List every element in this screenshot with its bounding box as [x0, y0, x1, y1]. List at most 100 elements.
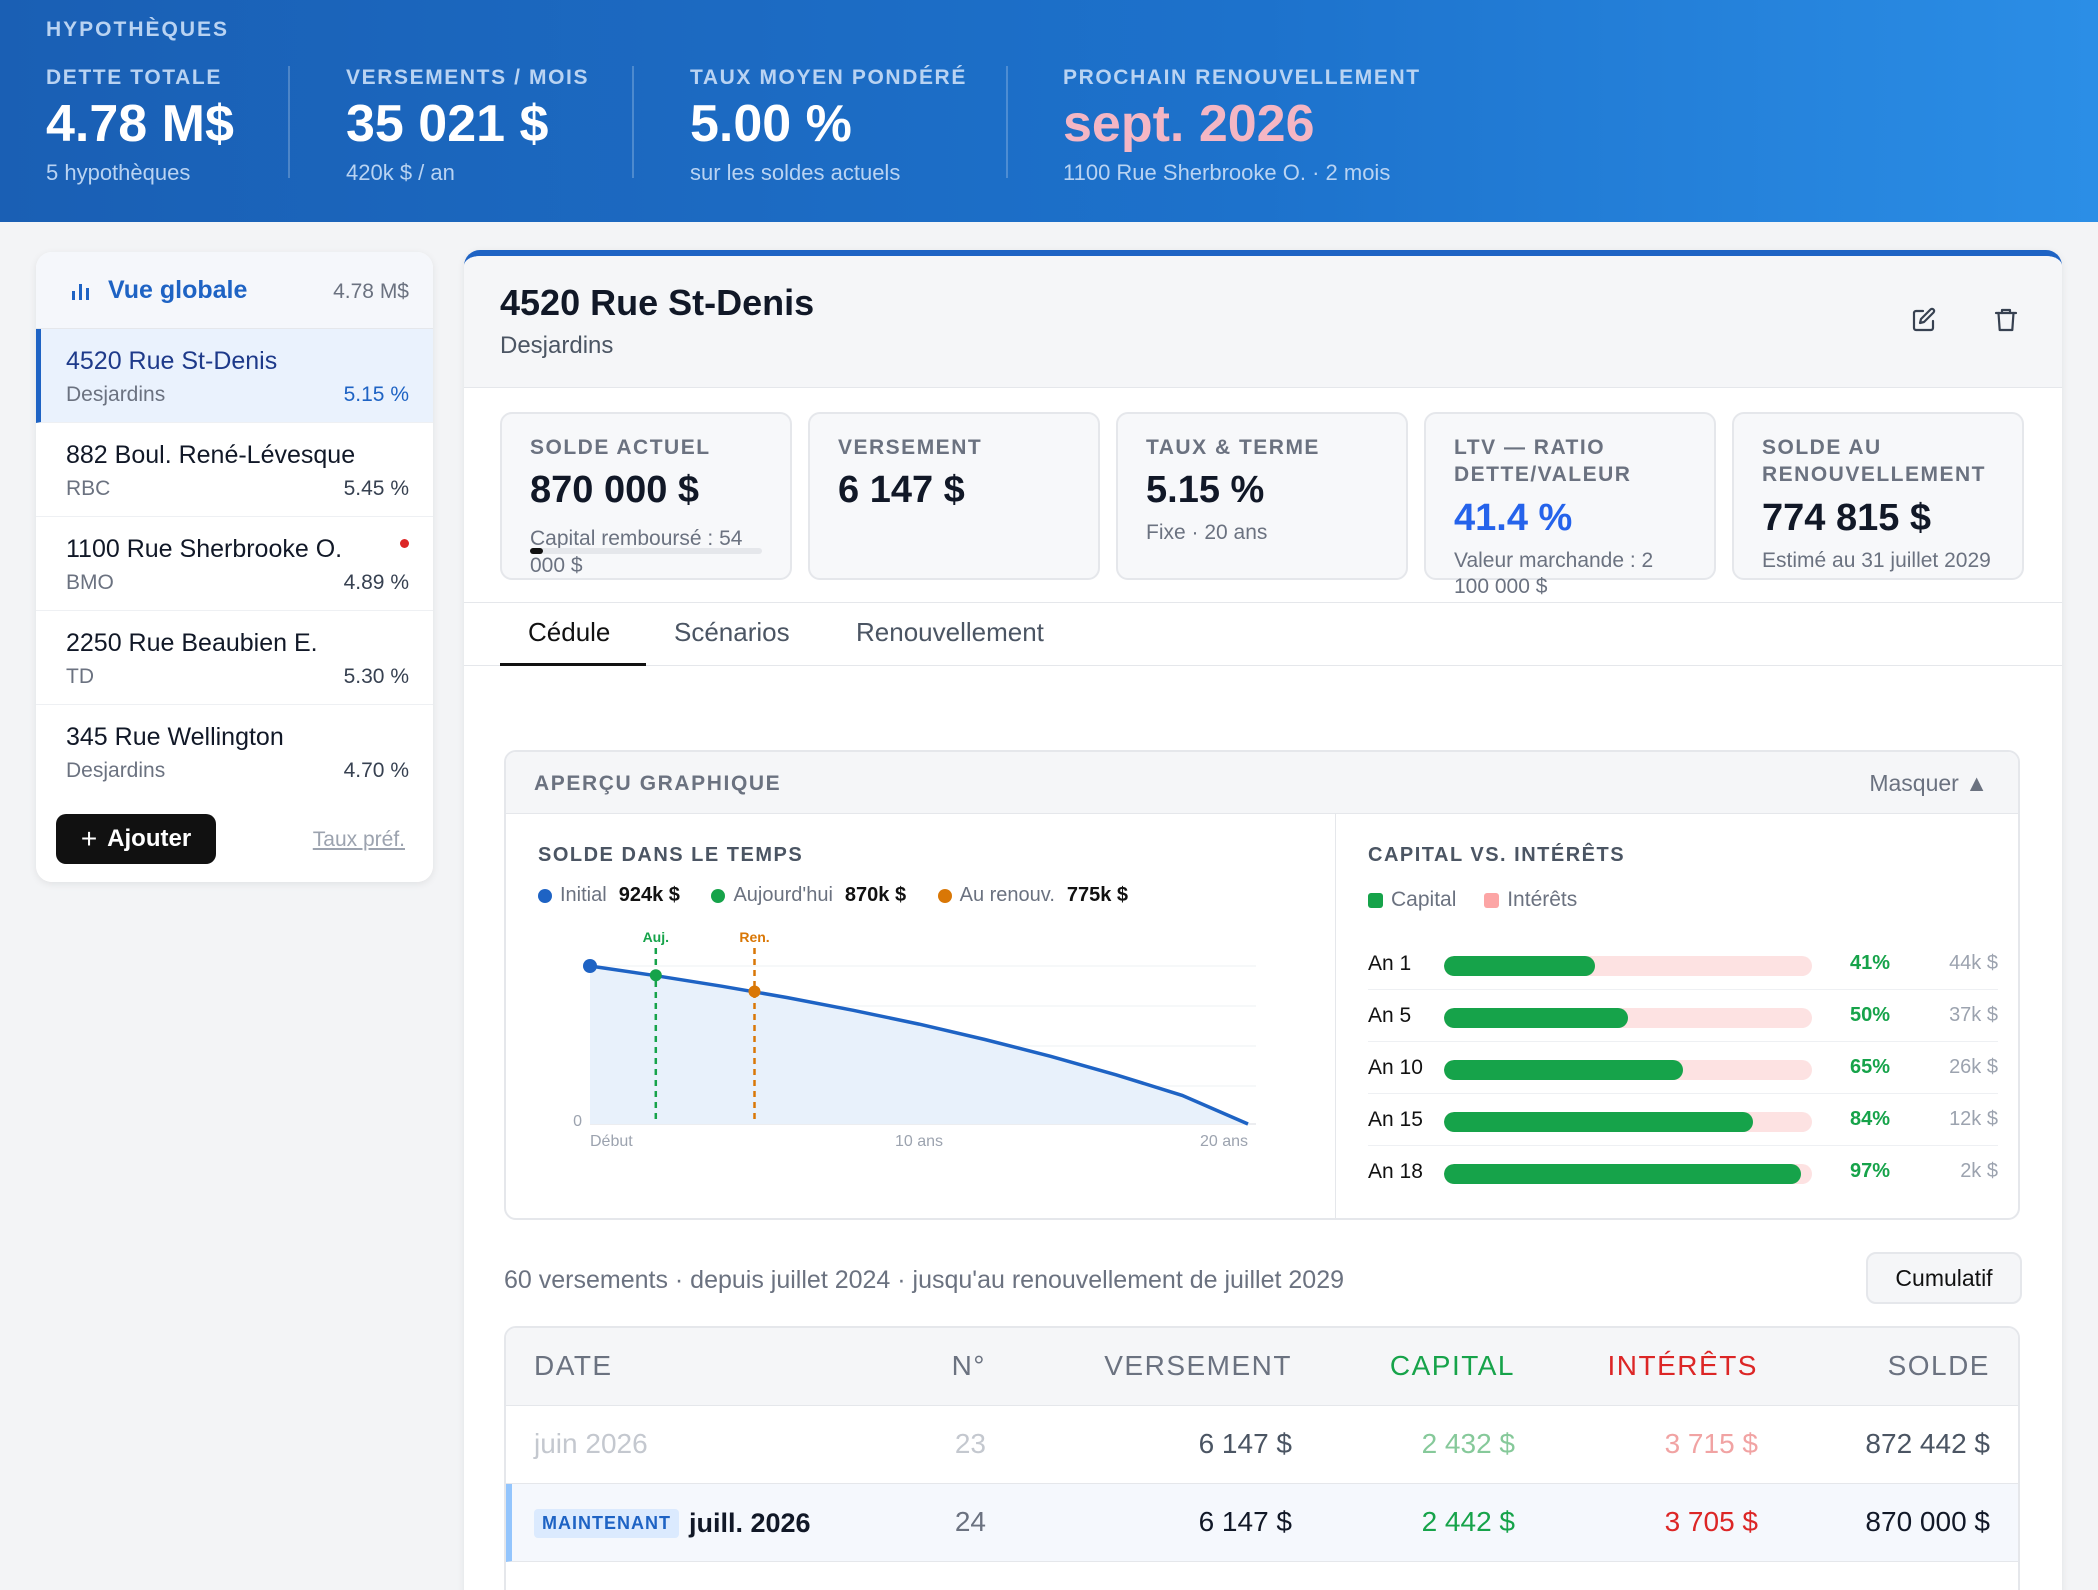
- trash-icon[interactable]: [1992, 306, 2020, 334]
- item-rate: 4.89 %: [343, 571, 409, 594]
- plus-icon: +: [80, 823, 98, 854]
- divider: [288, 66, 290, 178]
- sidebar-item-rene-levesque[interactable]: 882 Boul. René-Lévesque RBC 5.45 %: [36, 423, 433, 517]
- item-bank: BMO: [66, 571, 114, 594]
- alert-dot-icon: [400, 539, 409, 548]
- divider: [632, 66, 634, 178]
- card-value: 774 815 $: [1762, 496, 1932, 539]
- row-year: An 1: [1368, 952, 1412, 975]
- summary-header: HYPOTHÈQUES DETTE TOTALE 4.78 M$ 5 hypot…: [0, 0, 2098, 222]
- stat-sub: 1100 Rue Sherbrooke O. · 2 mois: [1063, 160, 1391, 185]
- legend-value: 870k $: [844, 884, 907, 906]
- cell-interest: 3 705 $: [1664, 1506, 1758, 1537]
- legend-label: Intérêts: [1507, 888, 1578, 912]
- edit-icon[interactable]: [1910, 306, 1938, 334]
- chart-section-title: APERÇU GRAPHIQUE: [534, 772, 782, 795]
- stat-value: sept. 2026: [1063, 95, 1315, 153]
- add-label: Ajouter: [107, 825, 192, 852]
- card-rate-term: TAUX & TERME 5.15 % Fixe · 20 ans: [1116, 412, 1408, 580]
- cell-date-text: juill. 2026: [689, 1508, 811, 1539]
- col-payment[interactable]: VERSEMENT: [1104, 1350, 1292, 1381]
- tab-schedule[interactable]: Cédule: [528, 617, 611, 647]
- marker-label: Ren.: [739, 929, 769, 945]
- capital-bar-fill: [1444, 1112, 1754, 1132]
- card-payment: VERSEMENT 6 147 $: [808, 412, 1100, 580]
- capital-bar: [1444, 1164, 1812, 1184]
- card-label: SOLDE ACTUEL: [530, 436, 711, 459]
- table-row[interactable]: [506, 1562, 2018, 1590]
- cell-payment: 6 147 $: [1198, 1428, 1292, 1459]
- col-date[interactable]: DATE: [534, 1350, 613, 1381]
- table-row-current[interactable]: MAINTENANT juill. 2026 24 6 147 $ 2 442 $…: [506, 1484, 2018, 1562]
- capital-pct: 97%: [1849, 1160, 1890, 1182]
- repaid-progress-bar: [530, 548, 762, 554]
- item-rate: 4.70 %: [343, 759, 409, 782]
- active-tab-indicator: [500, 663, 646, 666]
- card-value: 41.4 %: [1454, 496, 1573, 539]
- cell-capital: 2 442 $: [1421, 1506, 1515, 1537]
- stat-next-renewal: PROCHAIN RENOUVELLEMENT sept. 2026 1100 …: [1063, 66, 1421, 186]
- divider: [1006, 66, 1008, 178]
- stat-total-debt: DETTE TOTALE 4.78 M$ 5 hypothèques: [46, 66, 234, 186]
- initial-point: [583, 959, 597, 973]
- cell-balance: 872 442 $: [1865, 1428, 1990, 1459]
- capital-bar: [1444, 1060, 1812, 1080]
- preferred-rates-link[interactable]: Taux préf.: [312, 828, 405, 851]
- capital-legend: Capital Intérêts: [1368, 888, 1577, 912]
- col-number[interactable]: N°: [951, 1350, 986, 1381]
- card-sub: Estimé au 31 juillet 2029: [1762, 548, 1991, 572]
- table-header: DATE N° VERSEMENT CAPITAL INTÉRÊTS SOLDE: [506, 1328, 2018, 1406]
- stat-sub: sur les soldes actuels: [690, 160, 901, 185]
- item-name: 882 Boul. René-Lévesque: [66, 441, 356, 469]
- sidebar-item-sherbrooke[interactable]: 1100 Rue Sherbrooke O. BMO 4.89 %: [36, 517, 433, 611]
- card-ltv: LTV — RATIO DETTE/VALEUR 41.4 % Valeur m…: [1424, 412, 1716, 598]
- capital-row: An 15 84% 12k $: [1368, 1094, 1998, 1146]
- card-value: 6 147 $: [838, 469, 965, 512]
- cumulative-toggle-button[interactable]: Cumulatif: [1866, 1252, 2022, 1304]
- key-metrics: SOLDE ACTUEL 870 000 $ Capital remboursé…: [500, 412, 2026, 598]
- col-capital[interactable]: CAPITAL: [1389, 1350, 1515, 1381]
- legend-label: Initial: [560, 884, 607, 907]
- capital-row: An 1 41% 44k $: [1368, 938, 1998, 990]
- item-bank: RBC: [66, 477, 111, 500]
- stat-label: VERSEMENTS / MOIS: [346, 66, 590, 89]
- marker-label: Auj.: [643, 929, 669, 945]
- row-year: An 15: [1368, 1108, 1423, 1131]
- add-mortgage-button[interactable]: + Ajouter: [56, 814, 216, 864]
- legend-value: 775k $: [1066, 884, 1129, 906]
- tab-renewal[interactable]: Renouvellement: [856, 617, 1044, 647]
- legend-label: Aujourd'hui: [733, 884, 833, 907]
- x-tick-label: 20 ans: [1200, 1133, 1248, 1150]
- sidebar-item-beaubien[interactable]: 2250 Rue Beaubien E. TD 5.30 %: [36, 611, 433, 705]
- cell-balance: 870 000 $: [1865, 1506, 1990, 1537]
- cell-date: MAINTENANT juill. 2026: [534, 1506, 811, 1539]
- x-tick-label: 10 ans: [895, 1133, 943, 1150]
- hide-chart-button[interactable]: Masquer ▲: [1869, 770, 1988, 796]
- y-tick-label: 0: [573, 1113, 582, 1130]
- legend-value: 924k $: [618, 884, 680, 906]
- tab-scenarios[interactable]: Scénarios: [674, 617, 790, 647]
- card-label: TAUX & TERME: [1146, 436, 1320, 459]
- stat-sub: 5 hypothèques: [46, 160, 191, 185]
- row-year: An 18: [1368, 1160, 1423, 1183]
- balance-area: [590, 966, 1248, 1124]
- capital-row: An 18 97% 2k $: [1368, 1146, 1998, 1198]
- col-balance[interactable]: SOLDE: [1887, 1350, 1990, 1381]
- stat-sub: 420k $ / an: [346, 160, 455, 185]
- overview-item[interactable]: Vue globale 4.78 M$: [36, 252, 433, 329]
- sidebar-item-st-denis[interactable]: 4520 Rue St-Denis Desjardins 5.15 %: [36, 329, 433, 423]
- table-row[interactable]: juin 2026 23 6 147 $ 2 432 $ 3 715 $ 872…: [506, 1406, 2018, 1484]
- capital-row: An 10 65% 26k $: [1368, 1042, 1998, 1094]
- card-label: SOLDE AU RENOUVELLEMENT: [1762, 436, 1987, 487]
- card-sub: Capital remboursé : 54 000 $: [530, 527, 743, 577]
- stat-label: DETTE TOTALE: [46, 66, 222, 89]
- capital-bar-fill: [1444, 1060, 1684, 1080]
- capital-bar-fill: [1444, 956, 1595, 976]
- sidebar-item-wellington[interactable]: 345 Rue Wellington Desjardins 4.70 %: [36, 705, 433, 799]
- row-year: An 10: [1368, 1056, 1423, 1079]
- item-rate: 5.15 %: [343, 383, 409, 406]
- capital-row: An 5 50% 37k $: [1368, 990, 1998, 1042]
- col-interest[interactable]: INTÉRÊTS: [1607, 1350, 1758, 1381]
- header-brand: HYPOTHÈQUES: [46, 18, 230, 41]
- stat-value: 4.78 M$: [46, 95, 234, 153]
